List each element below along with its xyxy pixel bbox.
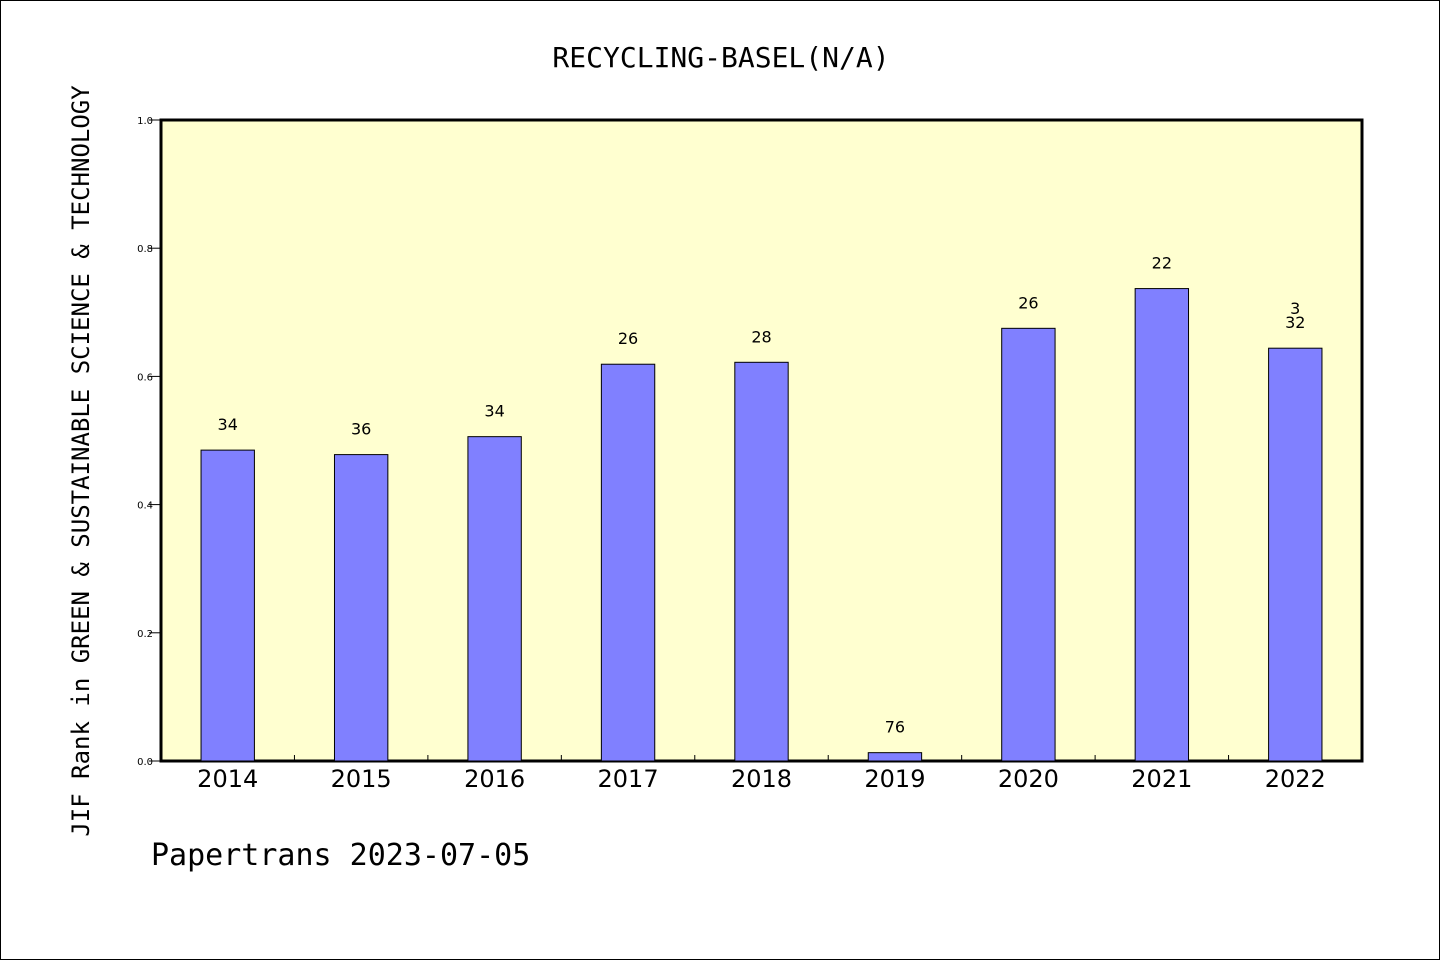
bar-value-label: 22 [1152, 254, 1172, 273]
x-tick-label: 2018 [731, 765, 792, 793]
chart-title: RECYCLING-BASEL(N/A) [552, 41, 889, 74]
bar-2017 [600, 363, 656, 762]
bar-2016 [467, 436, 522, 762]
bar-value-label: 26 [618, 329, 638, 348]
x-tick-label: 2021 [1131, 765, 1192, 793]
bar-value-label: 3 [1290, 299, 1300, 318]
bar-2022 [1268, 347, 1323, 762]
bar-2020 [1001, 327, 1056, 762]
bar-value-label: 76 [885, 718, 905, 737]
x-tick-label: 2016 [464, 765, 525, 793]
x-tick-label: 2020 [998, 765, 1059, 793]
y-axis: 0.0 0.2 0.4 0.6 0.8 1.0 [137, 116, 161, 768]
y-tick-label: 0.0 [137, 757, 153, 768]
x-axis: 2014 2015 2016 2017 2018 2019 2020 2021 2022 [197, 755, 1326, 793]
bar-2014 [200, 449, 255, 762]
bar-2019 [867, 752, 923, 762]
x-tick-label: 2022 [1265, 765, 1326, 793]
x-tick-label: 2017 [598, 765, 659, 793]
footer-watermark: Papertrans 2023-07-05 [151, 838, 530, 873]
bar-data-labels: 34 36 34 26 28 76 26 22 332 [218, 254, 1306, 737]
bar-value-label: 32 [1285, 313, 1305, 332]
x-tick-label: 2019 [864, 765, 925, 793]
bar-2015 [333, 454, 389, 762]
bar-value-label: 28 [751, 327, 771, 346]
bar-value-label: 36 [351, 420, 371, 439]
x-tick-label: 2015 [331, 765, 392, 793]
bar-2021 [1134, 288, 1190, 762]
x-tick-label: 2014 [197, 765, 258, 793]
bar-series [200, 288, 1323, 762]
bar-value-label: 34 [484, 402, 504, 421]
bar-value-label: 26 [1018, 293, 1038, 312]
y-tick-label: 1.0 [137, 116, 153, 127]
y-tick-label: 0.2 [137, 629, 153, 640]
y-tick-label: 0.8 [137, 244, 153, 255]
y-tick-label: 0.6 [137, 372, 153, 383]
y-axis-label: JIF Rank in GREEN & SUSTAINABLE SCIENCE … [67, 85, 95, 837]
bar-2018 [734, 361, 789, 762]
y-tick-label: 0.4 [137, 501, 153, 512]
bar-value-label: 34 [218, 415, 238, 434]
